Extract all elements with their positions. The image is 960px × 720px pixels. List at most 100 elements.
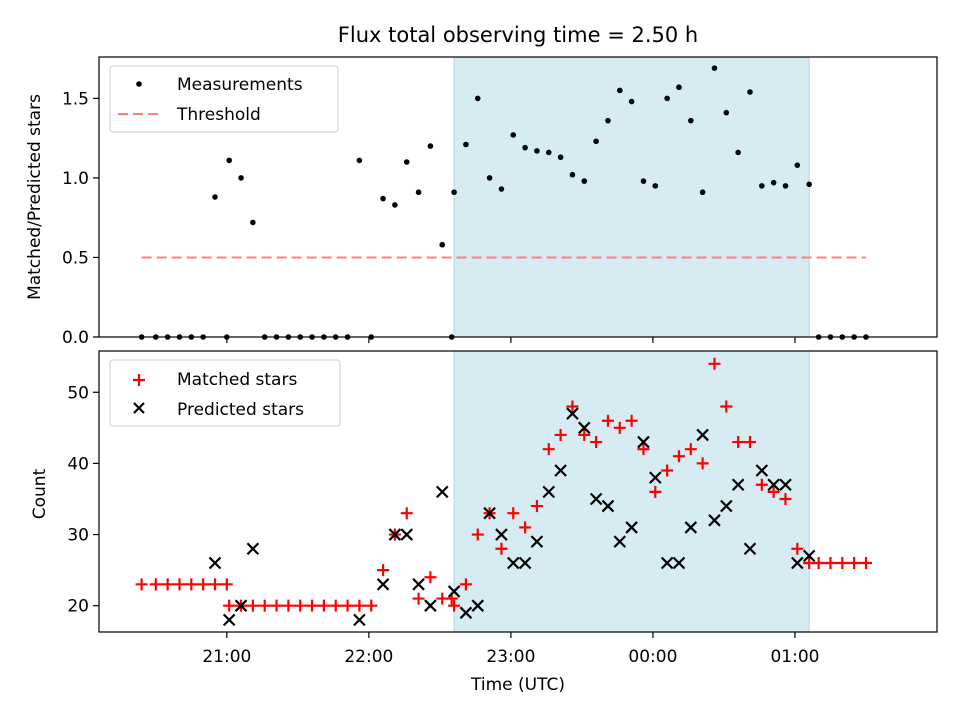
matched-star-point (566, 400, 579, 413)
predicted-star-point (483, 506, 496, 520)
measurement-point (605, 117, 611, 124)
predicted-star-point (400, 528, 414, 541)
matched-star-point (208, 578, 221, 591)
x-tick-label: 23:00 (486, 647, 535, 667)
y-tick-label: 0.5 (62, 248, 89, 268)
measurement-point (522, 144, 528, 151)
matched-star-point (258, 599, 271, 612)
matched-star-point (696, 457, 709, 470)
matched-star-point (791, 542, 804, 555)
predicted-star-point (802, 549, 816, 563)
ratio-y-ticks: 0.0 0.5 1.0 1.5 (62, 89, 99, 348)
matched-star-point (185, 578, 198, 591)
measurement-point (759, 183, 765, 189)
matched-star-point (519, 521, 532, 534)
measurement-point (652, 183, 659, 189)
matched-star-point (306, 599, 319, 612)
matched-star-point (294, 599, 307, 612)
predicted-star-point (376, 578, 390, 591)
legend-predicted-marker (133, 402, 145, 414)
measurement-point (794, 162, 801, 168)
count-legend: Matched stars Predicted stars (109, 359, 341, 427)
measurement-point (581, 178, 588, 184)
measurement-point (628, 98, 635, 105)
ratio-legend: Measurements Threshold (109, 65, 339, 133)
measurement-point (238, 175, 244, 181)
count-panel: 20 30 40 50 21:00 22:00 23:00 00:00 01:00 Count… (30, 350, 938, 695)
measurement-point (212, 194, 218, 200)
matched-star-point (672, 450, 685, 463)
measurement-point (782, 183, 789, 189)
matched-star-point (812, 556, 825, 569)
matched-star-point (365, 599, 378, 612)
chart-title: Flux total observing time = 2.50 h (338, 23, 698, 47)
predicted-star-point (755, 464, 769, 477)
matched-star-point (448, 599, 461, 612)
predicted-star-point (222, 613, 236, 627)
matched-star-point (459, 578, 472, 591)
measurement-point (699, 189, 706, 196)
predicted-star-point (637, 435, 650, 449)
matched-star-point (649, 485, 662, 498)
measurement-point (593, 138, 599, 145)
matched-star-point (859, 556, 872, 569)
measurement-point (735, 149, 741, 156)
x-axis-label: Time (UTC) (470, 675, 565, 695)
matched-star-point (507, 507, 520, 520)
matched-star-point (542, 443, 555, 456)
x-tick-label: 22:00 (344, 647, 393, 667)
predicted-star-point (424, 599, 437, 612)
predicted-star-point (601, 499, 615, 513)
measurement-point (616, 87, 623, 94)
matched-star-point (223, 599, 236, 612)
measurement-point (427, 143, 434, 149)
matched-star-point (836, 556, 849, 569)
matched-star-point (661, 464, 674, 477)
measurement-point (486, 175, 493, 181)
measurement-point (770, 179, 777, 186)
predicted-star-point (542, 485, 556, 499)
matched-star-point (412, 592, 425, 605)
ratio-y-axis-label: Matched/Predicted stars (25, 94, 45, 300)
matched-star-point (377, 564, 390, 577)
predicted-star-point (506, 556, 520, 570)
matched-star-point (495, 542, 508, 555)
measurement-point (688, 117, 694, 124)
measurement-point (806, 181, 812, 188)
predicted-star-point (578, 421, 591, 435)
matched-star-point (684, 443, 697, 456)
y-tick-label: 20 (67, 597, 89, 617)
matched-star-point (625, 414, 638, 427)
predicted-star-point (672, 556, 686, 570)
measurement-point (676, 84, 682, 91)
measurement-point (545, 149, 552, 156)
measurement-point (640, 178, 647, 184)
predicted-star-point (649, 471, 662, 484)
matched-star-point (282, 599, 295, 612)
matched-star-point (530, 500, 543, 513)
legend-matched-label: Matched stars (177, 370, 297, 390)
predicted-star-point (767, 478, 780, 492)
measurement-point (723, 109, 730, 116)
y-tick-label: 50 (67, 383, 89, 403)
measurement-point (463, 141, 469, 148)
count-panel-frame (98, 350, 938, 633)
y-tick-label: 0.0 (62, 328, 89, 348)
observing-window-bottom (453, 350, 810, 633)
ratio-panel-frame (98, 56, 938, 338)
count-legend-box (109, 359, 341, 427)
matched-star-point (613, 421, 626, 434)
matched-star-point (732, 436, 745, 449)
predicted-star-point (779, 478, 792, 492)
matched-star-point (578, 428, 591, 441)
x-tick-label: 01:00 (770, 647, 819, 667)
measurement-point (498, 186, 505, 192)
predicted-star-point (660, 556, 674, 570)
predicted-star-point (435, 485, 449, 499)
matched-star-point (173, 578, 186, 591)
count-x-ticks: 21:00 22:00 23:00 00:00 01:00 (202, 632, 819, 667)
matched-star-point (424, 571, 437, 584)
predicted-star-point (566, 407, 579, 420)
measurement-point (747, 89, 753, 95)
